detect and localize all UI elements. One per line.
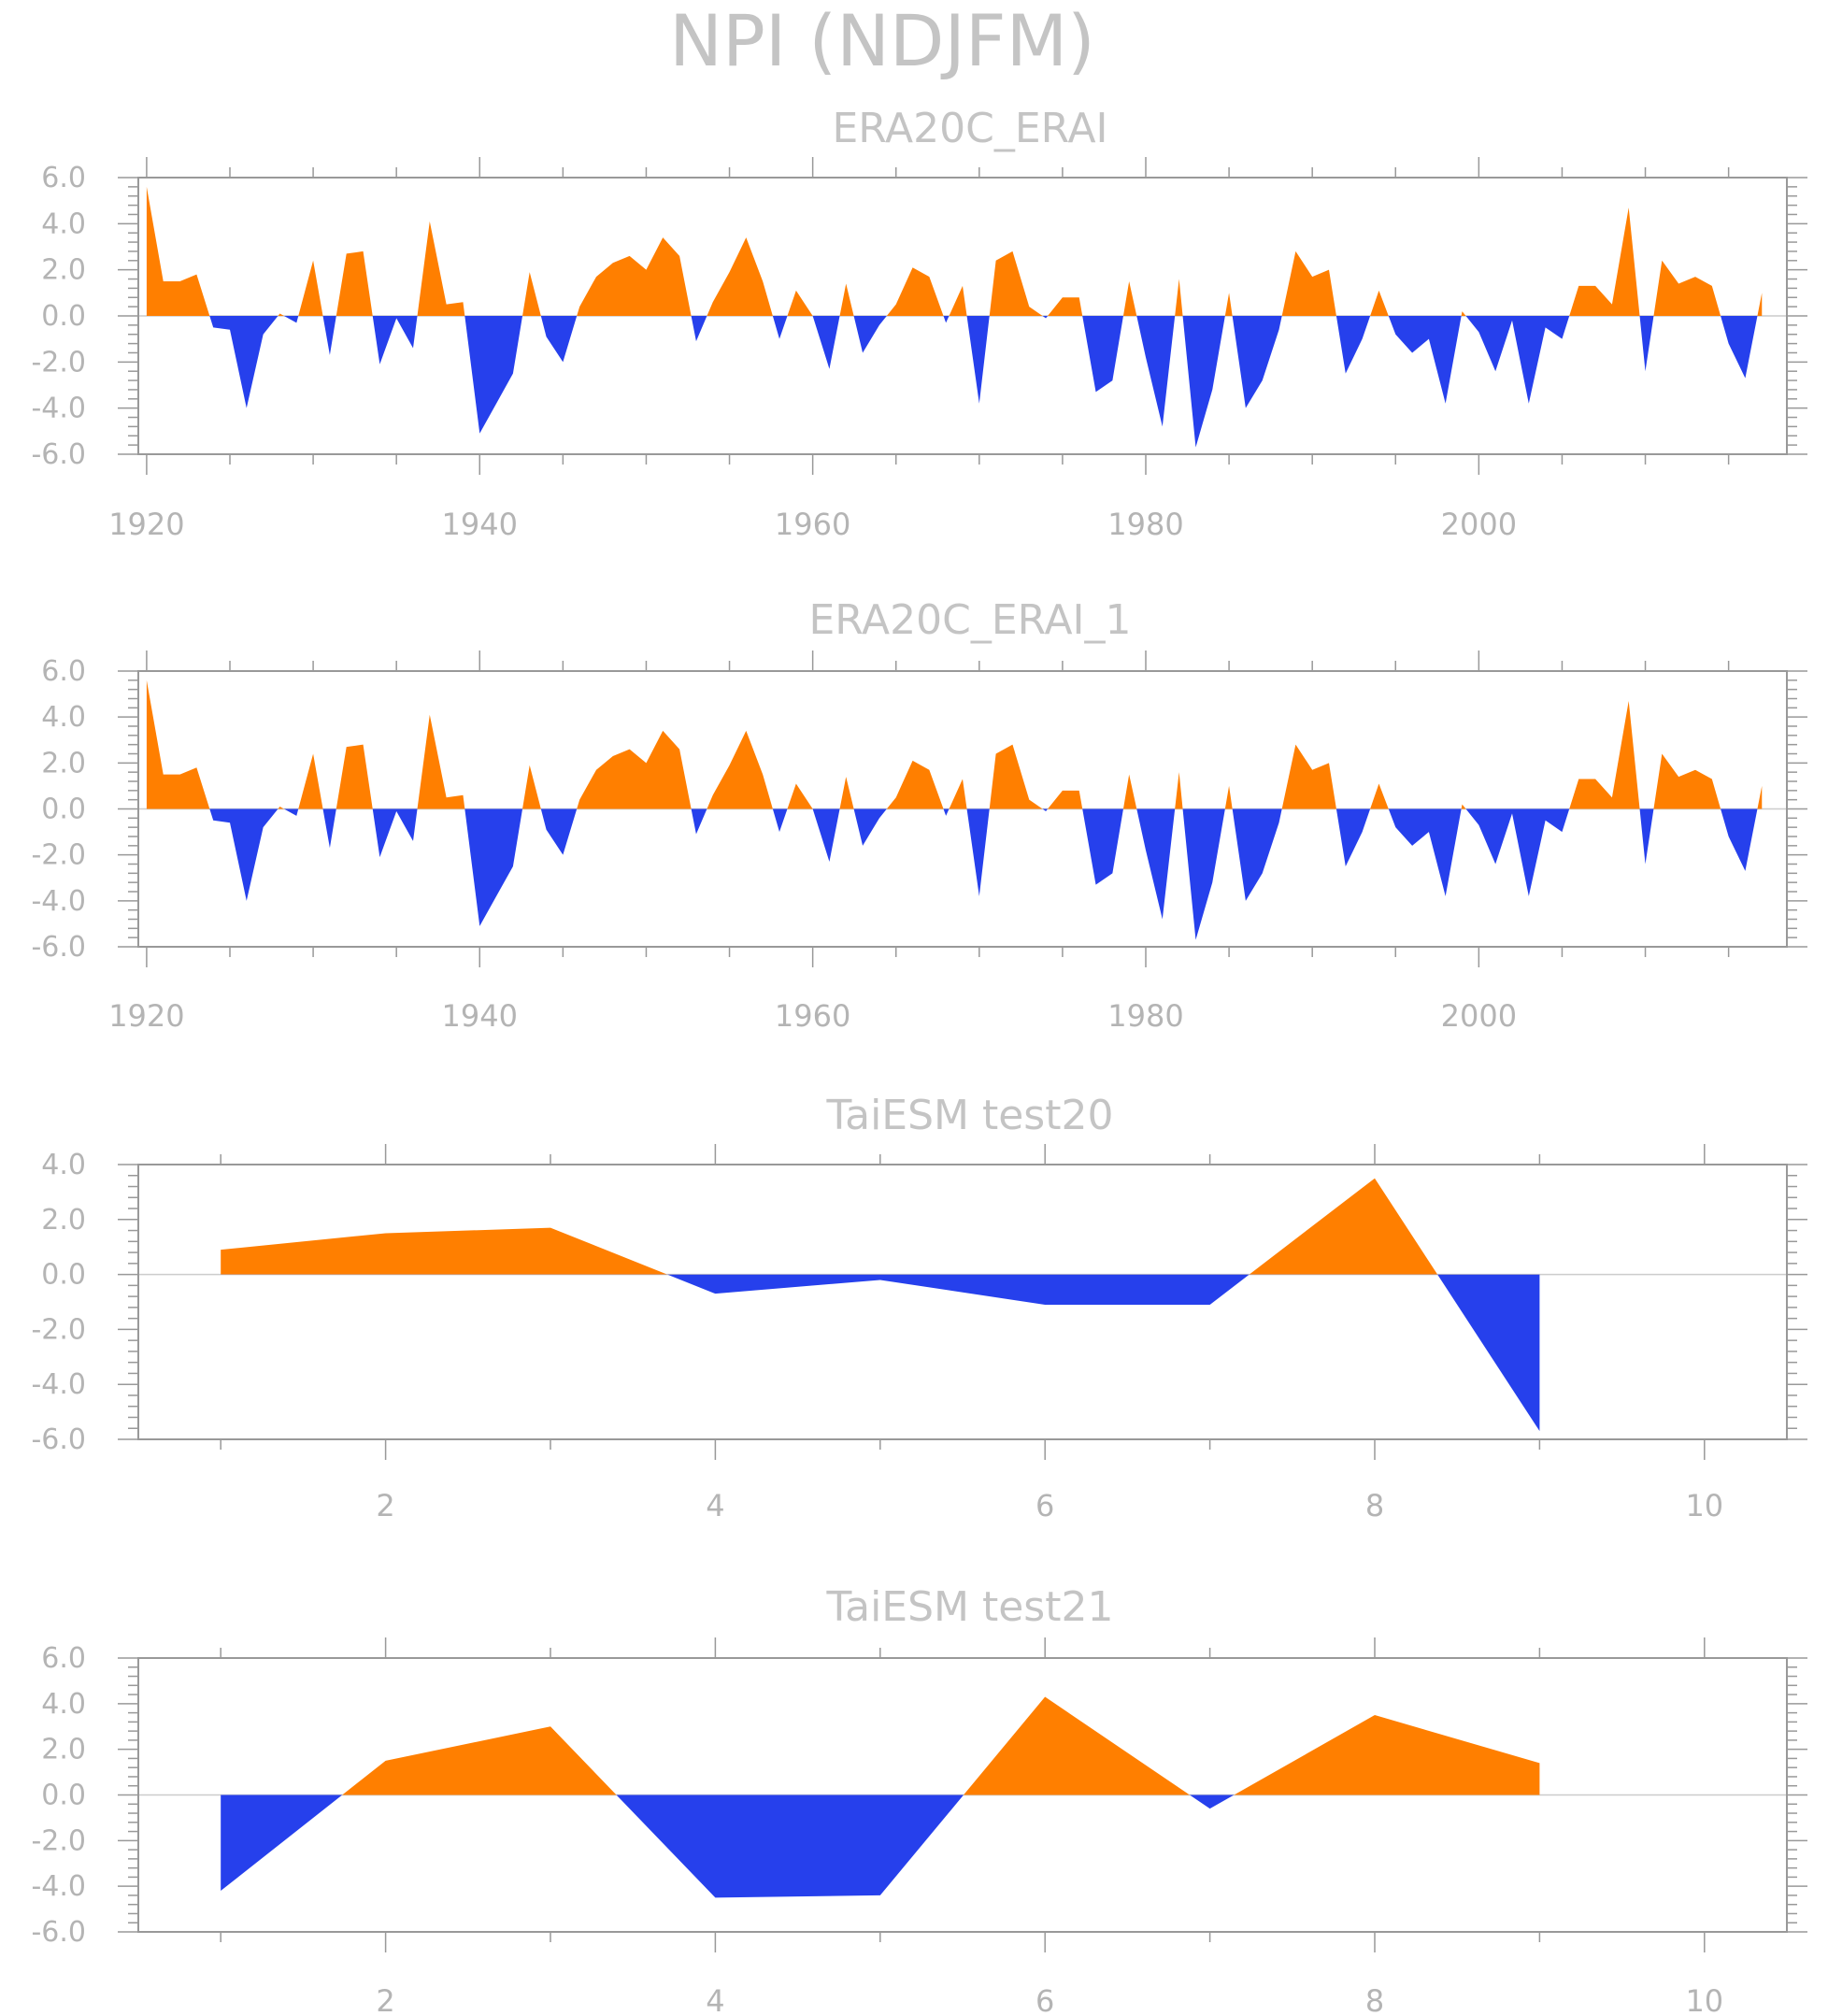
chart-panel-3: TaiESM test20 -6.0 -4.0 -2.0 0.0 2.0 4.0 2 4 6 8 10 — [31, 1092, 1807, 1523]
y-tick-label: -2.0 — [31, 1824, 86, 1857]
panel-title: TaiESM test20 — [826, 1092, 1114, 1139]
plot-frame — [137, 1164, 1788, 1440]
y-tick-label: 6.0 — [41, 1642, 86, 1675]
y-tick-label: 2.0 — [41, 1734, 86, 1766]
y-tick-label: -2.0 — [31, 346, 86, 379]
y-tick-label: 6.0 — [41, 162, 86, 194]
y-tick-label: 4.0 — [41, 701, 86, 734]
x-tick-label: 1920 — [108, 998, 184, 1034]
x-tick-label: 4 — [706, 1983, 724, 2016]
y-tick-label: 0.0 — [41, 794, 86, 826]
chart-panel-1: ERA20C_ERAI -6.0 -4.0 -2.0 0.0 2.0 4.0 6.0 1920 1… — [31, 105, 1807, 542]
y-tick-label: -4.0 — [31, 1870, 86, 1903]
x-tick-label: 2000 — [1441, 998, 1517, 1034]
panel-title: ERA20C_ERAI_1 — [808, 596, 1131, 644]
positive-area — [146, 186, 1763, 316]
y-tick-label: 4.0 — [41, 1149, 86, 1181]
y-tick-label: -4.0 — [31, 885, 86, 918]
y-tick-label: 2.0 — [41, 254, 86, 287]
x-tick-label: 6 — [1035, 1488, 1054, 1523]
y-tick-label: 0.0 — [41, 1259, 86, 1292]
x-tick-label: 6 — [1035, 1983, 1054, 2016]
chart-panel-2: ERA20C_ERAI_1 -6.0 -4.0 -2.0 0.0 2.0 4.0 6.0 192… — [31, 596, 1807, 1034]
y-tick-label: -6.0 — [31, 1423, 86, 1456]
y-tick-label: -6.0 — [31, 931, 86, 964]
negative-area — [146, 316, 1763, 448]
x-tick-label: 2 — [376, 1983, 394, 2016]
x-tick-label: 2000 — [1441, 507, 1517, 542]
y-tick-label: 2.0 — [41, 747, 86, 779]
y-tick-label: 4.0 — [41, 207, 86, 240]
y-tick-label: -4.0 — [31, 393, 86, 425]
x-tick-label: 10 — [1685, 1488, 1723, 1523]
x-tick-label: 1960 — [775, 998, 850, 1034]
x-tick-label: 10 — [1685, 1983, 1723, 2016]
y-tick-label: -4.0 — [31, 1368, 86, 1401]
x-tick-label: 8 — [1365, 1983, 1384, 2016]
x-tick-label: 4 — [706, 1488, 724, 1523]
y-tick-label: 0.0 — [41, 1780, 86, 1812]
y-tick-label: 6.0 — [41, 655, 86, 688]
y-tick-label: 0.0 — [41, 300, 86, 333]
y-tick-label: -2.0 — [31, 839, 86, 872]
positive-area — [221, 1178, 1540, 1275]
x-tick-label: 1960 — [775, 507, 850, 542]
x-tick-label: 1920 — [108, 507, 184, 542]
y-tick-label: -6.0 — [31, 438, 86, 471]
figure-title: NPI (NDJFM) — [669, 0, 1095, 82]
positive-area — [146, 679, 1763, 809]
negative-area — [221, 1794, 1540, 1898]
y-tick-label: -6.0 — [31, 1916, 86, 1949]
x-tick-label: 8 — [1365, 1488, 1384, 1523]
x-tick-label: 1940 — [442, 507, 518, 542]
negative-area — [146, 808, 1763, 940]
y-tick-label: 4.0 — [41, 1688, 86, 1721]
x-tick-label: 2 — [376, 1488, 394, 1523]
x-tick-label: 1940 — [442, 998, 518, 1034]
chart-panel-4: TaiESM test21 -6.0 -4.0 -2.0 0.0 2.0 4.0 6.0 2 4 6… — [31, 1583, 1807, 2016]
y-tick-label: -2.0 — [31, 1313, 86, 1346]
x-tick-label: 1980 — [1107, 507, 1183, 542]
x-tick-label: 1980 — [1107, 998, 1183, 1034]
panel-title: ERA20C_ERAI — [832, 105, 1107, 152]
panel-title: TaiESM test21 — [826, 1583, 1114, 1631]
y-tick-label: 2.0 — [41, 1204, 86, 1237]
positive-area — [221, 1696, 1540, 1795]
